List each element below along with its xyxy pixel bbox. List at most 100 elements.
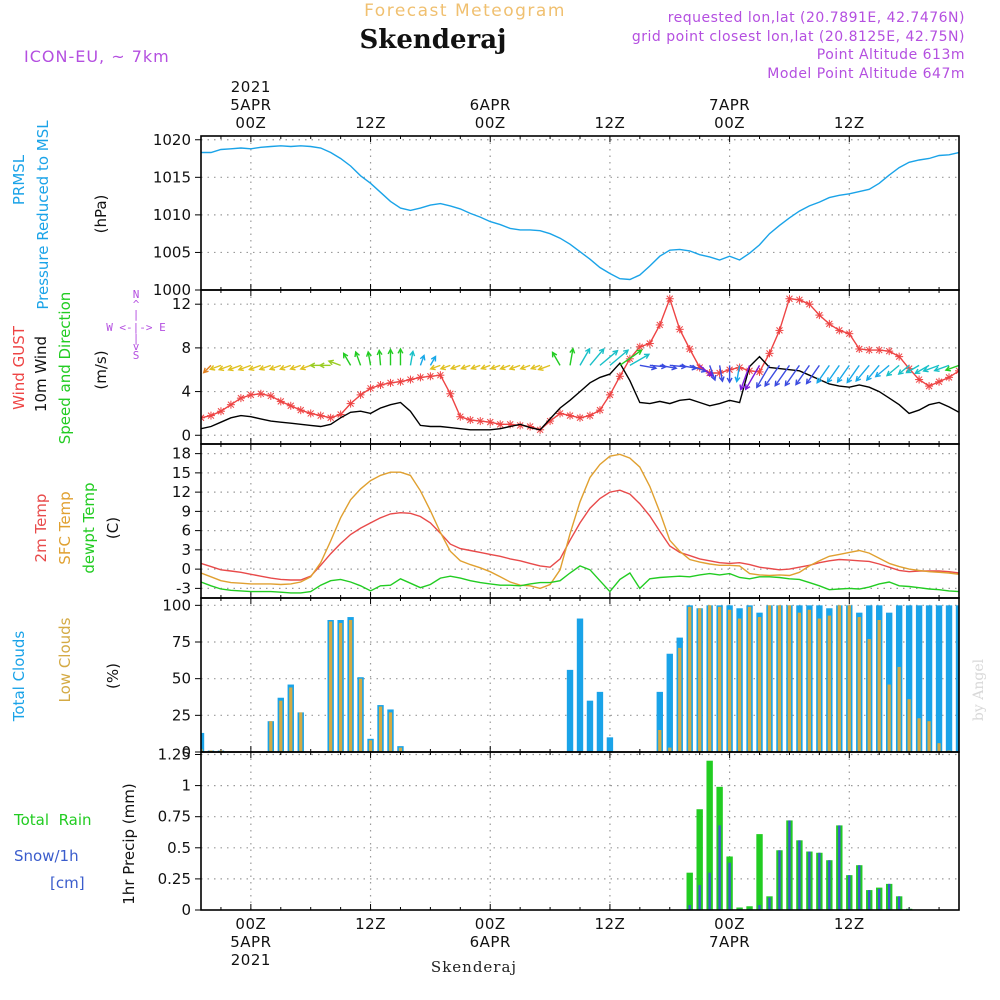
gust-point <box>376 381 385 390</box>
wind-direction-arrow <box>258 364 272 371</box>
time-axis-label: 6APR <box>470 96 511 114</box>
gust-point <box>945 373 954 382</box>
clouds-unit-label: (%) <box>104 663 122 689</box>
wind-direction-arrow <box>429 364 441 371</box>
ytick-label: 3 <box>181 541 191 559</box>
ytick-label: -3 <box>176 579 191 597</box>
wind-direction-arrow <box>268 364 282 371</box>
wind-direction-arrow <box>619 349 643 366</box>
wind-direction-arrow <box>774 364 791 387</box>
wind-direction-arrow <box>202 364 212 374</box>
wind-direction-arrow <box>318 362 331 369</box>
low-clouds-bar <box>867 639 871 752</box>
low-clouds-bar <box>658 730 662 752</box>
wind-direction-arrow <box>489 364 501 371</box>
prmsl-label: PRMSL <box>10 154 28 205</box>
snow-bar <box>708 872 711 910</box>
low-clouds-bar <box>927 721 931 752</box>
wind-direction-arrow <box>299 364 311 371</box>
total-clouds-bar <box>576 618 584 752</box>
gust-point <box>855 344 864 353</box>
gust-point <box>955 366 959 375</box>
total-clouds-bar <box>656 691 663 752</box>
rain-bar <box>696 809 703 910</box>
low-clouds-bar <box>698 608 702 752</box>
low-clouds-bar <box>887 684 891 752</box>
total-clouds-bar <box>566 669 574 752</box>
gust-point <box>316 411 325 420</box>
low-clouds-bar <box>688 606 692 752</box>
gust-point <box>226 400 235 409</box>
ytick-label: 1015 <box>153 168 191 186</box>
gust-point <box>685 344 694 353</box>
wind-direction-arrow <box>709 365 717 382</box>
low-clouds-bar <box>857 617 861 752</box>
low-clouds-bar <box>807 609 811 752</box>
plot-area <box>201 145 959 281</box>
panel-precip: 0 0.25 0.5 0.75 1 1.25 <box>158 745 960 919</box>
snow-bar <box>778 850 781 910</box>
time-axis-label: 7APR <box>709 96 750 114</box>
low-clouds-bar <box>668 747 672 752</box>
low-clouds-bar <box>678 647 682 752</box>
low-clouds-bar <box>358 678 363 752</box>
snow-bar <box>868 890 871 910</box>
gust-point <box>885 347 894 356</box>
wind-gust-label: Wind GUST <box>10 325 28 410</box>
gust-point <box>236 394 245 403</box>
low-clouds-bar <box>289 687 293 752</box>
wind-direction-arrow <box>278 364 292 371</box>
gust-point <box>785 294 794 303</box>
wind-direction-arrow <box>734 365 741 383</box>
wind-direction-arrow <box>836 364 850 384</box>
gust-point <box>795 295 804 304</box>
wind-direction-arrow <box>365 350 372 366</box>
pressure-msl-label: Pressure Reduced to MSL <box>34 120 52 310</box>
ytick-label: 25 <box>172 706 191 724</box>
wind-direction-arrow <box>699 364 714 377</box>
snow-bar <box>768 897 771 910</box>
wind-direction-arrow <box>764 364 781 388</box>
wind-direction-arrow <box>419 354 426 366</box>
wind-direction-arrow <box>756 365 771 389</box>
panel-frame <box>200 751 960 911</box>
panel-wind: 0 4 8 12 <box>172 289 960 445</box>
wind-direction-arrow <box>826 364 840 384</box>
ytick-label: 0.25 <box>158 870 191 888</box>
forecast-title: Forecast Meteogram <box>364 1 566 21</box>
grid-point-coords: grid point closest lon,lat (20.8125E, 42… <box>632 29 965 45</box>
wind-direction-arrow <box>885 364 900 377</box>
gust-point <box>416 373 425 382</box>
wind-direction-arrow <box>409 349 416 366</box>
ytick-label: 1000 <box>153 281 191 299</box>
snow-label: Snow/1h <box>14 847 79 865</box>
ytick-label: 1020 <box>153 131 191 149</box>
gust-point <box>815 311 824 320</box>
wind-direction-arrow <box>460 364 471 371</box>
ytick-label: 0 <box>181 560 191 578</box>
low-clouds-bar <box>757 617 762 752</box>
compass-s: S <box>133 349 140 362</box>
location-title: Skenderaj <box>360 25 507 55</box>
ytick-label: 9 <box>181 502 191 520</box>
wind-unit-label: (m/s) <box>92 350 110 389</box>
rain-bar <box>746 906 753 910</box>
wind-direction-arrow <box>599 349 619 366</box>
precip-unit-label: 1hr Precip (mm) <box>120 783 138 904</box>
gust-point <box>436 371 445 380</box>
time-axis-label: 12Z <box>594 114 625 132</box>
wind-direction-arrow <box>237 364 252 372</box>
gust-point <box>306 409 315 418</box>
snow-bar <box>828 860 831 910</box>
gust-point <box>366 384 375 393</box>
ytick-label: 1.25 <box>158 745 191 763</box>
snow-bar <box>788 820 791 910</box>
gust-point <box>845 329 854 338</box>
gust-point <box>206 411 215 420</box>
ytick-label: 4 <box>181 383 191 401</box>
gust-point <box>875 346 884 355</box>
snow-bar <box>878 888 881 910</box>
wind-direction-arrow <box>289 364 301 371</box>
gust-point <box>895 352 904 361</box>
